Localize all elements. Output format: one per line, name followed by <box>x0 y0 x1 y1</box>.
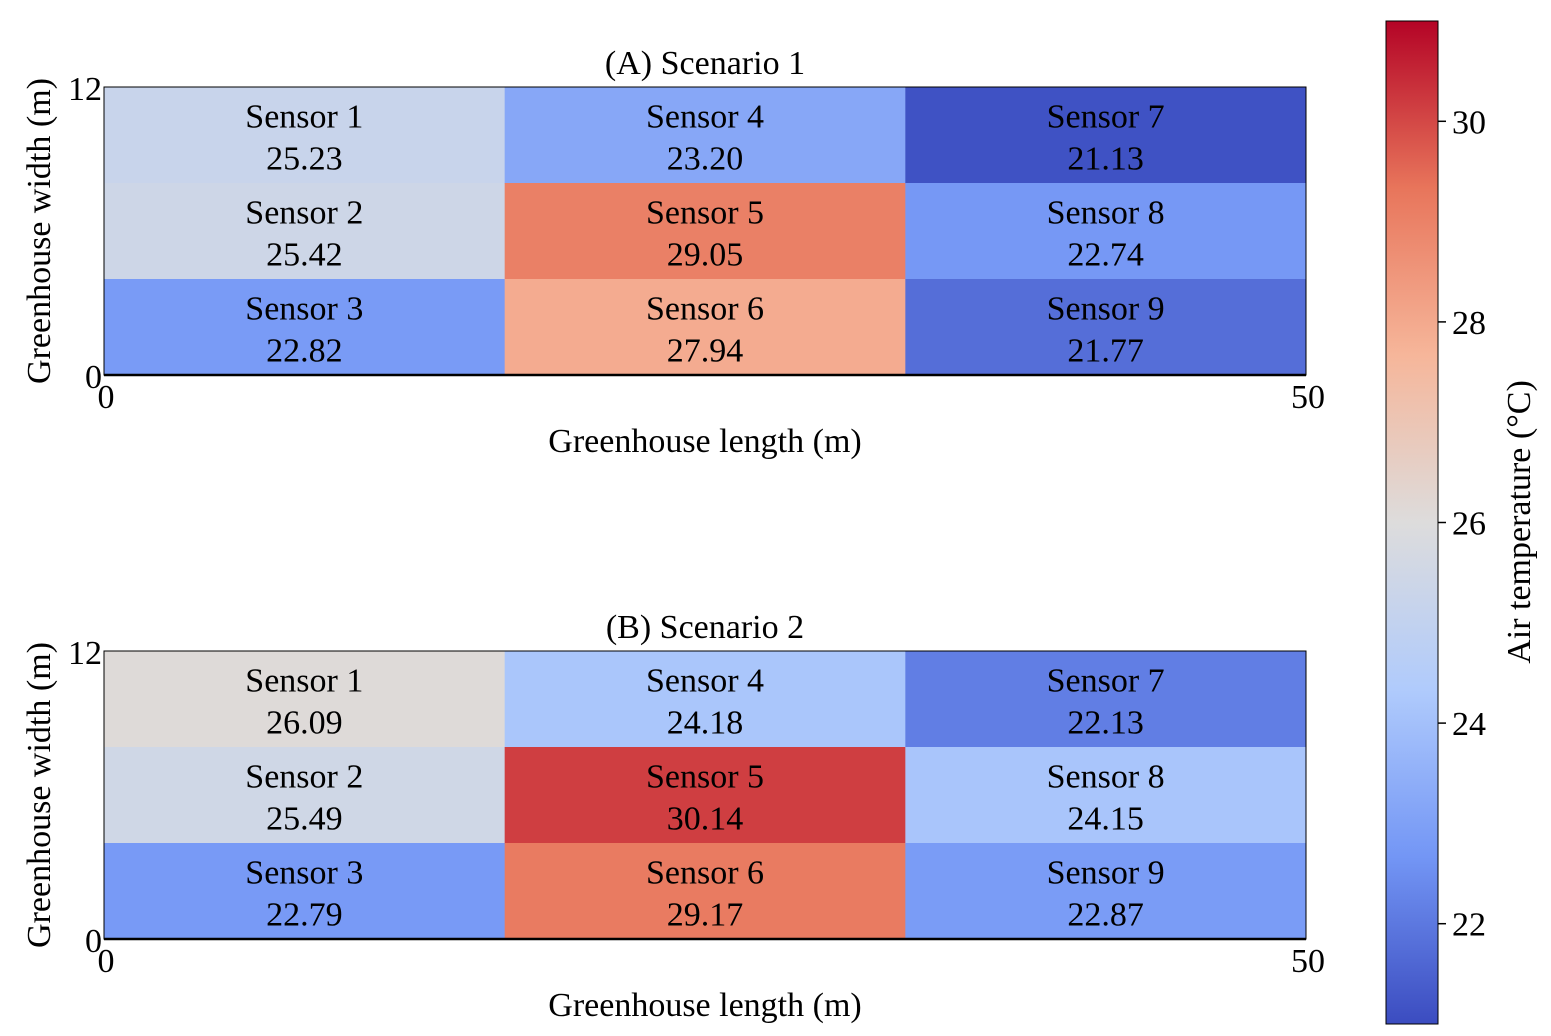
cell-value-label: 23.20 <box>667 141 744 178</box>
colorbar: 22 24 26 28 30 Air temperature (°C) <box>1385 20 1538 1025</box>
colorbar-tick-label: 28 <box>1452 305 1486 342</box>
cell-value-label: 29.17 <box>667 897 744 934</box>
panel-a-ylabel: Greenhouse width (m) <box>21 78 58 384</box>
cell-sensor-label: Sensor 2 <box>245 194 363 231</box>
heatmap-cell <box>504 651 906 748</box>
heatmap-cell <box>504 87 906 184</box>
cell-sensor-label: Sensor 1 <box>245 662 363 699</box>
heatmap-cell <box>104 183 506 280</box>
heatmap-cell <box>104 87 506 184</box>
panel-a-xlabel: Greenhouse length (m) <box>548 423 861 460</box>
panel-b: (B) Scenario 2 Sensor 1 26.09 Sensor 2 25.4… <box>21 609 1325 1024</box>
panel-b-title: (B) Scenario 2 <box>606 609 804 646</box>
cell-sensor-label: Sensor 1 <box>245 98 363 135</box>
cell-sensor-label: Sensor 3 <box>245 854 363 891</box>
cell-value-label: 22.13 <box>1067 705 1144 742</box>
cell-value-label: 24.18 <box>667 705 744 742</box>
cell-value-label: 25.49 <box>266 801 343 838</box>
heatmap-cell <box>104 651 506 748</box>
cell-value-label: 21.77 <box>1067 333 1144 370</box>
cell-sensor-label: Sensor 8 <box>1047 194 1165 231</box>
panel-b-ytick-top: 12 <box>68 635 102 672</box>
heatmap-cell <box>905 279 1307 376</box>
heatmap-cell <box>905 747 1307 844</box>
cell-sensor-label: Sensor 9 <box>1047 290 1165 327</box>
heatmap-cell <box>504 843 906 940</box>
colorbar-ticks: 22 24 26 28 30 <box>1438 104 1486 944</box>
panel-b-ylabel: Greenhouse width (m) <box>21 642 58 948</box>
cell-sensor-label: Sensor 3 <box>245 290 363 327</box>
colorbar-gradient <box>1385 20 1439 1025</box>
cell-sensor-label: Sensor 7 <box>1047 662 1165 699</box>
heatmap-cell <box>504 279 906 376</box>
cell-value-label: 27.94 <box>667 333 744 370</box>
cell-value-label: 22.79 <box>266 897 343 934</box>
panel-a-ytick-bottom: 0 <box>85 359 102 396</box>
colorbar-tick-label: 30 <box>1452 104 1486 141</box>
heatmap-cell <box>104 279 506 376</box>
cell-value-label: 22.87 <box>1067 897 1144 934</box>
colorbar-label: Air temperature (°C) <box>1501 380 1538 664</box>
panel-b-cells: Sensor 1 26.09 Sensor 2 25.49 Sensor 3 22.79 S… <box>104 651 1307 940</box>
panel-a-title: (A) Scenario 1 <box>605 45 805 82</box>
heatmap-cell <box>905 87 1307 184</box>
cell-sensor-label: Sensor 5 <box>646 194 764 231</box>
cell-sensor-label: Sensor 4 <box>646 98 764 135</box>
cell-sensor-label: Sensor 2 <box>245 758 363 795</box>
cell-value-label: 24.15 <box>1067 801 1144 838</box>
cell-sensor-label: Sensor 4 <box>646 662 764 699</box>
heatmap-cell <box>104 843 506 940</box>
panel-b-xtick-left: 0 <box>98 943 115 980</box>
panel-b-xtick-right: 50 <box>1291 943 1325 980</box>
cell-sensor-label: Sensor 8 <box>1047 758 1165 795</box>
cell-value-label: 22.74 <box>1067 237 1144 274</box>
heatmap-cell <box>504 747 906 844</box>
colorbar-tick-label: 24 <box>1452 706 1486 743</box>
cell-value-label: 22.82 <box>266 333 343 370</box>
panel-a-ytick-top: 12 <box>68 71 102 108</box>
colorbar-tick-label: 26 <box>1452 506 1486 543</box>
cell-sensor-label: Sensor 7 <box>1047 98 1165 135</box>
cell-value-label: 21.13 <box>1067 141 1144 178</box>
heatmap-cell <box>104 747 506 844</box>
panel-a-xtick-right: 50 <box>1291 379 1325 416</box>
panel-a-cells: Sensor 1 25.23 Sensor 2 25.42 Sensor 3 22.82 S… <box>104 87 1307 376</box>
heatmap-cell <box>905 843 1307 940</box>
cell-sensor-label: Sensor 6 <box>646 854 764 891</box>
cell-value-label: 26.09 <box>266 705 343 742</box>
panel-b-ytick-bottom: 0 <box>85 923 102 960</box>
panel-a-xtick-left: 0 <box>98 379 115 416</box>
cell-sensor-label: Sensor 9 <box>1047 854 1165 891</box>
cell-sensor-label: Sensor 5 <box>646 758 764 795</box>
cell-value-label: 25.23 <box>266 141 343 178</box>
panel-a: (A) Scenario 1 Sensor 1 25.23 Sensor 2 25.4… <box>21 45 1325 460</box>
cell-value-label: 30.14 <box>667 801 744 838</box>
heatmap-cell <box>905 183 1307 280</box>
cell-sensor-label: Sensor 6 <box>646 290 764 327</box>
panel-b-xlabel: Greenhouse length (m) <box>548 987 861 1024</box>
cell-value-label: 29.05 <box>667 237 744 274</box>
colorbar-tick-label: 22 <box>1452 907 1486 944</box>
heatmap-cell <box>905 651 1307 748</box>
heatmap-cell <box>504 183 906 280</box>
cell-value-label: 25.42 <box>266 237 343 274</box>
